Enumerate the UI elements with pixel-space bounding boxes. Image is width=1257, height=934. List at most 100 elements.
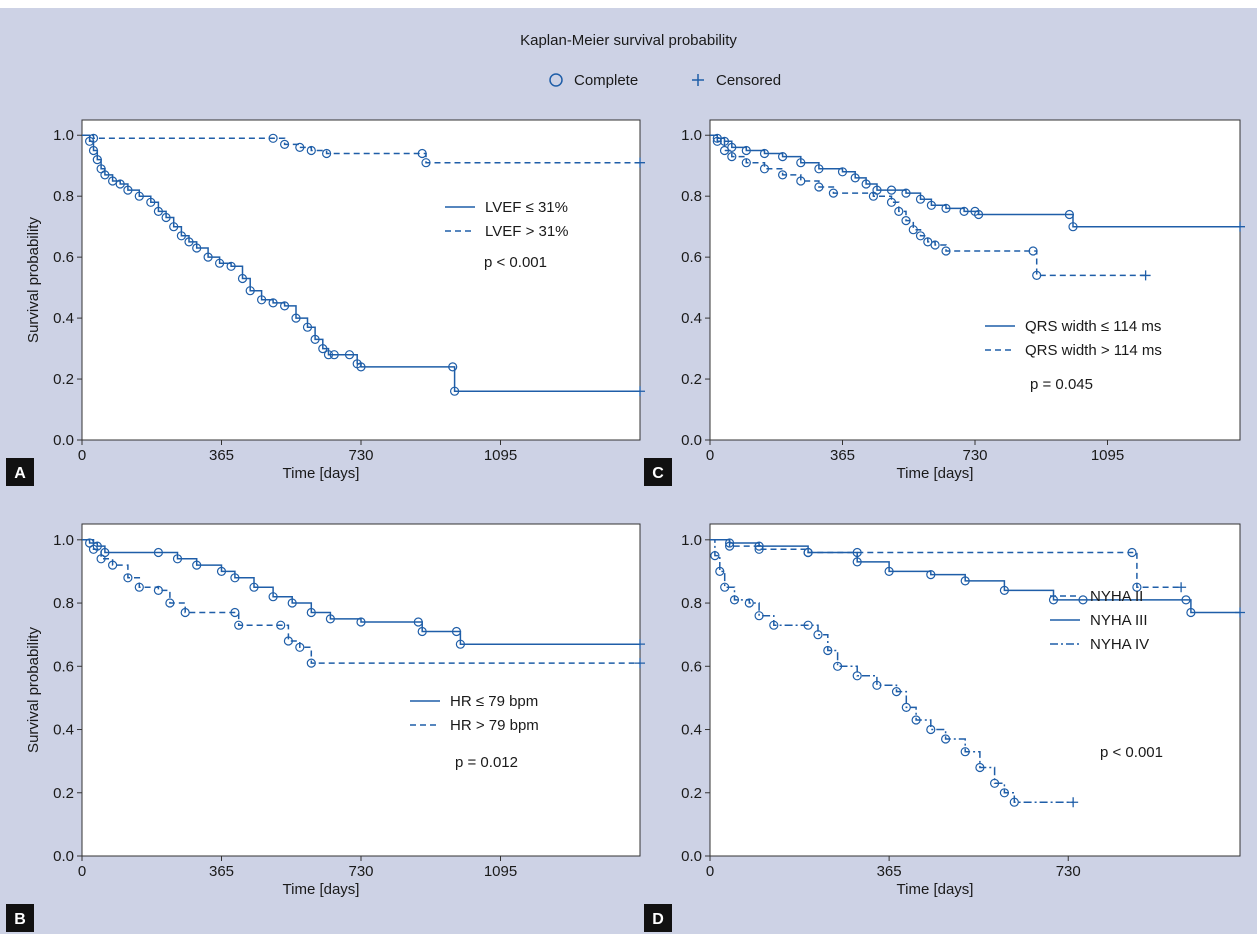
event-marker — [180, 607, 190, 618]
event-marker — [941, 246, 951, 256]
event-marker — [823, 645, 833, 656]
event-marker — [306, 658, 316, 668]
event-marker — [719, 145, 730, 156]
event-marker — [886, 197, 897, 207]
y-tick-label: 0.2 — [681, 371, 702, 388]
event-marker — [123, 573, 133, 583]
event-marker — [926, 724, 936, 735]
censor-marker — [1068, 797, 1079, 808]
event-marker — [268, 133, 278, 143]
event-marker — [744, 598, 754, 608]
panel-letter: C — [652, 465, 664, 482]
event-marker — [325, 614, 335, 624]
event-marker — [1032, 270, 1042, 280]
event-marker — [915, 231, 926, 241]
event-marker — [184, 237, 194, 247]
survival-curve-b-1 — [82, 539, 640, 645]
event-marker — [268, 592, 278, 602]
event-marker — [230, 573, 240, 583]
event-marker — [295, 642, 305, 652]
event-marker — [832, 661, 843, 671]
event-marker — [727, 152, 737, 162]
event-marker — [901, 188, 911, 198]
event-marker — [280, 301, 290, 311]
event-marker — [257, 295, 267, 305]
series-legend: QRS width ≤ 114 ms QRS width > 114 ms — [985, 318, 1162, 359]
event-marker — [803, 547, 813, 558]
plot-area — [709, 119, 1241, 441]
event-marker — [926, 569, 936, 580]
survival-curve-b-2 — [82, 539, 640, 664]
legend-label: LVEF ≤ 31% — [485, 199, 568, 216]
legend-label: QRS width > 114 ms — [1025, 342, 1162, 359]
event-marker — [940, 734, 951, 744]
y-tick-label: 0.6 — [681, 658, 702, 675]
event-marker — [1064, 209, 1075, 220]
legend-label: NYHA IV — [1090, 636, 1149, 653]
top-legend: Complete Censored — [549, 72, 781, 89]
event-marker — [1181, 595, 1191, 605]
event-marker — [1132, 582, 1142, 592]
event-marker — [828, 188, 839, 198]
event-marker — [741, 145, 751, 156]
series-group — [710, 133, 1245, 281]
event-marker — [777, 170, 788, 180]
series-group — [710, 538, 1245, 808]
event-marker — [455, 639, 465, 649]
panel-letter: B — [14, 911, 26, 928]
y-tick-label: 1.0 — [53, 127, 74, 144]
event-marker — [192, 243, 202, 253]
panel-a: 0.0 0.2 0.4 0.6 0.8 1.0 0 365 730 1095 Time [days]… — [6, 119, 645, 486]
event-marker — [88, 145, 99, 156]
event-marker — [901, 216, 911, 226]
p-value-annotation: p = 0.045 — [1030, 376, 1093, 393]
event-marker — [234, 620, 244, 630]
censor-marker — [635, 658, 645, 669]
event-marker — [306, 607, 316, 618]
event-marker — [421, 158, 431, 168]
event-marker — [941, 203, 951, 213]
event-marker — [724, 538, 735, 548]
event-marker — [754, 611, 764, 621]
y-tick-label: 0.2 — [53, 785, 74, 802]
event-marker — [1127, 547, 1137, 558]
y-tick-label: 0.8 — [53, 188, 74, 205]
y-tick-label: 1.0 — [53, 532, 74, 549]
event-marker — [216, 566, 227, 577]
x-tick-label: 0 — [78, 863, 86, 880]
y-tick-label: 1.0 — [681, 127, 702, 144]
x-tick-label: 1095 — [484, 447, 517, 464]
x-tick-label: 365 — [830, 447, 855, 464]
event-marker — [868, 191, 879, 201]
x-tick-label: 0 — [706, 447, 714, 464]
event-marker — [960, 576, 970, 586]
censor-marker — [1235, 607, 1245, 618]
event-marker — [852, 557, 862, 567]
event-marker — [153, 547, 163, 558]
event-marker — [759, 148, 770, 159]
x-tick-label: 365 — [877, 863, 902, 880]
event-marker — [729, 595, 740, 605]
event-marker — [803, 620, 813, 630]
event-marker — [134, 191, 144, 201]
event-marker — [769, 620, 779, 630]
event-marker — [268, 298, 278, 308]
x-tick-label: 730 — [962, 447, 987, 464]
event-marker — [153, 585, 163, 596]
event-marker — [911, 715, 921, 725]
event-marker — [115, 179, 125, 189]
legend-label: HR > 79 bpm — [450, 717, 539, 734]
event-marker — [245, 286, 255, 296]
y-tick-label: 0.0 — [681, 432, 702, 449]
event-marker — [1028, 246, 1038, 256]
event-marker — [306, 145, 316, 156]
series-legend: HR ≤ 79 bpm HR > 79 bpm — [410, 693, 539, 734]
legend-label: NYHA III — [1090, 612, 1148, 629]
event-marker — [107, 560, 118, 570]
panel-letter: A — [14, 465, 26, 482]
event-marker — [88, 133, 99, 143]
event-marker — [975, 762, 985, 773]
event-marker — [287, 598, 297, 608]
event-marker — [908, 225, 918, 235]
censor-marker — [635, 639, 645, 650]
